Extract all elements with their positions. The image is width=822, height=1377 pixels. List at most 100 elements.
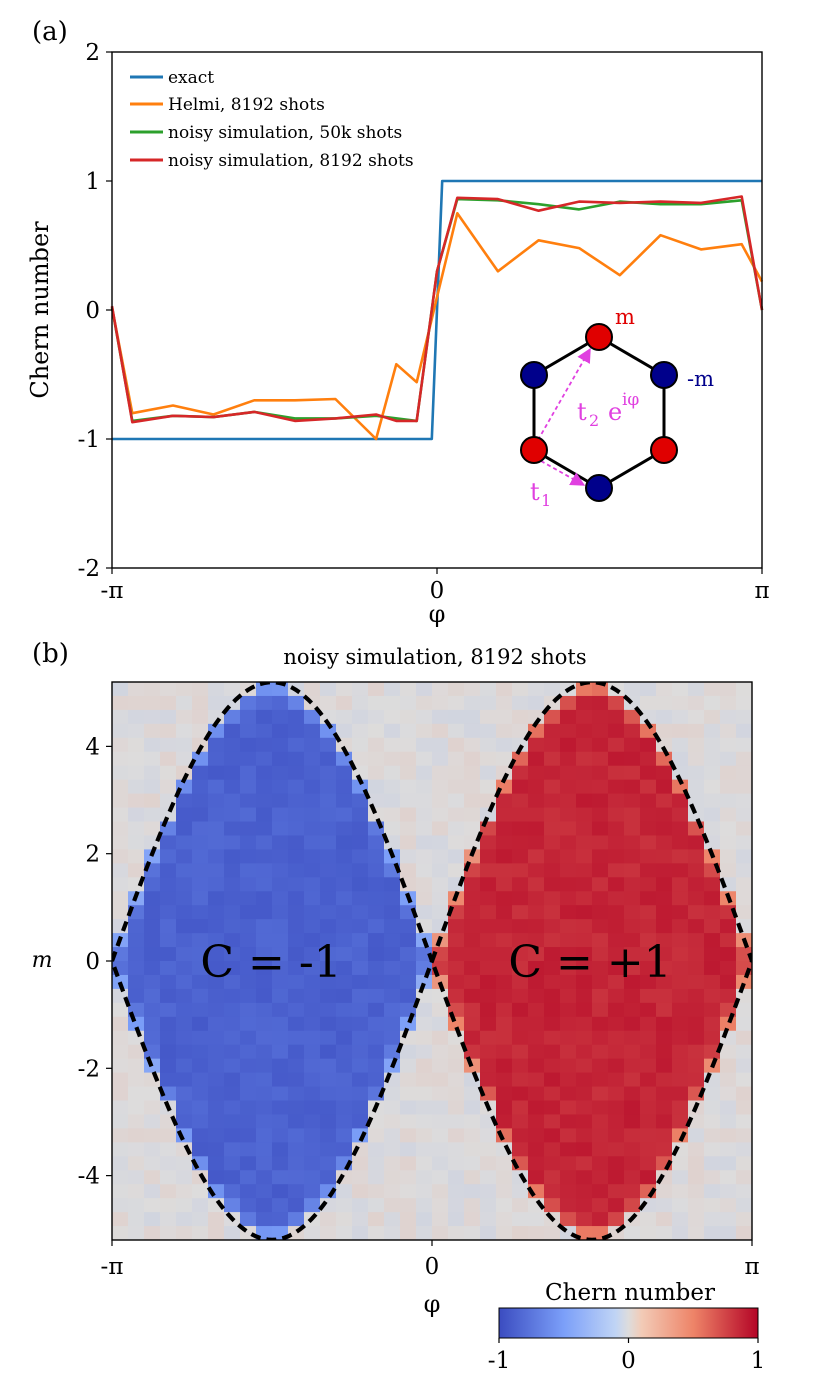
heatmap-cell — [256, 863, 273, 878]
heatmap-cell — [144, 961, 161, 976]
heatmap-cell — [528, 988, 545, 1004]
heatmap-cell — [272, 1156, 289, 1171]
heatmap-cell — [496, 1170, 513, 1185]
heatmap-cell — [176, 695, 193, 711]
heatmap-cell — [304, 751, 321, 767]
heatmap-cell — [384, 737, 401, 753]
heatmap-cell — [160, 751, 177, 767]
heatmap-cell — [560, 1114, 577, 1129]
site-b-bottom — [585, 474, 613, 502]
heatmap-cell — [544, 793, 561, 809]
heatmap-cell — [576, 974, 593, 990]
heatmap-cell — [336, 1030, 353, 1046]
heatmap-cell — [672, 988, 689, 1004]
heatmap-cell — [192, 835, 209, 850]
heatmap-cell — [720, 765, 737, 781]
heatmap-cell — [384, 765, 401, 781]
heatmap-cell — [304, 1016, 321, 1032]
heatmap-cell — [640, 1114, 657, 1129]
heatmap-cell — [288, 1100, 305, 1116]
heatmap-cell — [208, 1212, 225, 1227]
heatmap-cell — [336, 863, 353, 878]
heatmap-cell — [240, 988, 257, 1004]
heatmap-cell — [736, 905, 752, 920]
heatmap-cell — [624, 709, 641, 725]
heatmap-cell — [352, 877, 369, 892]
heatmap-cell — [432, 1030, 449, 1046]
heatmap-cell — [160, 933, 177, 948]
heatmap-cell — [384, 1044, 401, 1060]
heatmap-cell — [544, 933, 561, 948]
heatmap-cell — [512, 974, 529, 990]
heatmap-cell — [432, 1100, 449, 1116]
heatmap-cell — [240, 821, 257, 837]
heatmap-cell — [272, 974, 289, 990]
heatmap-cell — [432, 891, 449, 906]
heatmap-cell — [176, 1184, 193, 1199]
heatmap-cell — [560, 737, 577, 753]
heatmap-cell — [240, 849, 257, 864]
heatmap-cell — [352, 1114, 369, 1129]
colorbar-label: Chern number — [545, 1280, 715, 1306]
heatmap-cell — [160, 863, 177, 878]
heatmap-cell — [400, 807, 417, 823]
heatmap-cell — [720, 1198, 737, 1213]
heatmap-cell — [240, 807, 257, 823]
heatmap-cell — [176, 877, 193, 892]
heatmap-cell — [144, 1002, 161, 1018]
heatmap-cell — [400, 723, 417, 739]
heatmap-cell — [256, 849, 273, 864]
heatmap-cell — [304, 765, 321, 781]
heatmap-cell — [528, 974, 545, 990]
heatmap-cell — [384, 1086, 401, 1102]
heatmap-cell — [720, 737, 737, 753]
panel-b-label: (b) — [32, 639, 69, 669]
heatmap-cell — [320, 1086, 337, 1102]
heatmap-cell — [256, 1086, 273, 1102]
heatmap-cell — [208, 835, 225, 850]
heatmap-cell — [256, 1030, 273, 1046]
heatmap-cell — [304, 723, 321, 739]
heatmap-cell — [352, 891, 369, 906]
heatmap-cell — [736, 723, 752, 739]
heatmap-cell — [224, 891, 241, 906]
heatmap-cell — [528, 682, 545, 697]
heatmap-cell — [288, 1086, 305, 1102]
heatmap-cell — [144, 1100, 161, 1116]
heatmap-cell — [592, 709, 609, 725]
hopping-t1-arrow — [540, 460, 586, 486]
heatmap-cell — [640, 905, 657, 920]
heatmap-cell — [512, 1100, 529, 1116]
heatmap-cell — [112, 1184, 129, 1199]
heatmap-cell — [224, 723, 241, 739]
heatmap-cell — [336, 1184, 353, 1199]
heatmap-cell — [384, 779, 401, 795]
heatmap-cell — [672, 1184, 689, 1199]
heatmap-cell — [512, 807, 529, 823]
heatmap-cell — [368, 1226, 385, 1240]
heatmap-cell — [736, 793, 752, 809]
heatmap-cell — [560, 1128, 577, 1143]
heatmap-cell — [688, 821, 705, 837]
heatmap-cell — [400, 1044, 417, 1060]
heatmap-cell — [656, 1128, 673, 1143]
heatmap-cell — [688, 849, 705, 864]
heatmap-cell — [256, 961, 273, 976]
heatmap-cell — [544, 1156, 561, 1171]
heatmap-cell — [112, 877, 129, 892]
heatmap-cell — [480, 682, 497, 697]
heatmap-cell — [240, 933, 257, 948]
heatmap-cell — [576, 1198, 593, 1213]
heatmap-cell — [528, 723, 545, 739]
heatmap-cell — [432, 723, 449, 739]
heatmap-cell — [320, 947, 337, 962]
heatmap-cell — [384, 1002, 401, 1018]
heatmap-cell — [272, 1128, 289, 1143]
heatmap-cell — [528, 765, 545, 781]
heatmap-cell — [656, 919, 673, 934]
heatmap-cell — [448, 1170, 465, 1185]
heatmap-cell — [480, 1142, 497, 1157]
heatmap-cell — [528, 1030, 545, 1046]
heatmap-cell — [224, 974, 241, 990]
heatmap-cell — [128, 849, 145, 864]
